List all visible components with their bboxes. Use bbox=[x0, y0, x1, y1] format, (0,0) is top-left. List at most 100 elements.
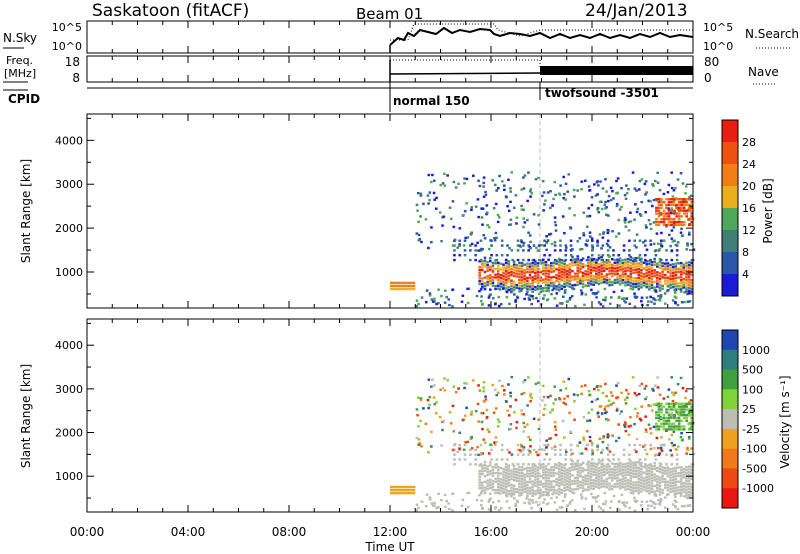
echo-cell bbox=[420, 445, 423, 448]
echo-cell bbox=[690, 419, 694, 423]
echo-cell bbox=[677, 206, 681, 210]
echo-cell bbox=[682, 286, 686, 289]
echo-cell bbox=[412, 281, 416, 285]
echo-cell bbox=[645, 263, 649, 266]
echo-cell bbox=[658, 263, 662, 267]
echo-cell bbox=[546, 239, 550, 242]
echo-cell bbox=[590, 196, 594, 199]
echo-cell bbox=[520, 409, 523, 412]
echo-cell bbox=[478, 260, 481, 263]
echo-cell bbox=[689, 399, 693, 402]
echo-cell bbox=[667, 215, 671, 218]
echo-cell bbox=[565, 270, 569, 273]
echo-cell bbox=[544, 479, 548, 482]
echo-cell bbox=[687, 206, 691, 210]
echo-cell bbox=[478, 389, 482, 392]
echo-cell bbox=[638, 239, 642, 242]
echo-cell bbox=[565, 488, 569, 491]
echo-cell bbox=[650, 485, 654, 488]
echo-cell bbox=[542, 281, 545, 284]
echo-cell bbox=[498, 174, 501, 178]
echo-cell bbox=[682, 470, 686, 473]
echo-cell bbox=[634, 257, 638, 260]
echo-cell bbox=[607, 199, 610, 203]
echo-cell bbox=[667, 183, 671, 187]
echo-cell bbox=[590, 237, 594, 240]
echo-cell bbox=[510, 279, 513, 282]
echo-cell bbox=[549, 488, 553, 492]
echo-cell bbox=[612, 401, 615, 405]
echo-cell bbox=[690, 198, 694, 201]
echo-cell bbox=[690, 290, 694, 293]
echo-cell bbox=[496, 391, 500, 395]
echo-cell bbox=[463, 254, 467, 257]
echo-cell bbox=[547, 471, 550, 474]
echo-cell bbox=[490, 244, 493, 247]
echo-cell bbox=[658, 272, 662, 275]
echo-cell bbox=[642, 284, 646, 287]
echo-cell bbox=[496, 281, 500, 285]
echo-cell bbox=[544, 278, 548, 281]
echo-cell bbox=[527, 258, 530, 262]
echo-cell bbox=[571, 264, 574, 267]
echo-cell bbox=[573, 487, 577, 491]
echo-cell bbox=[615, 204, 619, 208]
echo-cell bbox=[552, 197, 555, 201]
echo-cell bbox=[626, 257, 630, 261]
echo-cell bbox=[593, 292, 597, 296]
echo-cell bbox=[560, 468, 564, 472]
echo-cell bbox=[544, 490, 548, 494]
echo-cell bbox=[465, 406, 468, 410]
echo-cell bbox=[682, 416, 686, 420]
echo-cell bbox=[682, 283, 686, 286]
echo-cell bbox=[618, 464, 622, 467]
echo-cell bbox=[532, 448, 536, 452]
echo-cell bbox=[656, 271, 659, 274]
echo-cell bbox=[499, 466, 503, 470]
echo-cell bbox=[496, 474, 500, 477]
echo-cell bbox=[595, 496, 598, 499]
echo-cell bbox=[485, 417, 488, 420]
echo-cell bbox=[554, 428, 558, 431]
echo-cell bbox=[617, 436, 621, 440]
echo-cell bbox=[629, 468, 633, 472]
echo-cell bbox=[512, 260, 516, 263]
echo-cell bbox=[615, 439, 618, 443]
echo-cell bbox=[573, 465, 577, 468]
echo-cell bbox=[634, 464, 638, 467]
echo-cell bbox=[547, 485, 550, 488]
echo-cell bbox=[491, 278, 495, 282]
echo-cell bbox=[680, 223, 683, 227]
echo-cell bbox=[597, 472, 601, 476]
echo-cell bbox=[563, 469, 566, 473]
echo-cell bbox=[557, 274, 561, 278]
echo-cell bbox=[653, 490, 656, 493]
echo-cell bbox=[642, 278, 646, 282]
echo-cell bbox=[571, 255, 574, 259]
echo-cell bbox=[545, 241, 548, 245]
echo-cell bbox=[500, 244, 504, 247]
echo-cell bbox=[419, 397, 423, 400]
echo-cell bbox=[523, 283, 527, 286]
echo-cell bbox=[583, 507, 586, 511]
echo-cell bbox=[658, 482, 662, 485]
echo-cell bbox=[460, 504, 464, 508]
echo-cell bbox=[544, 465, 548, 468]
echo-cell bbox=[596, 193, 599, 196]
velocity-colorbar-label: Velocity [m s⁻¹] bbox=[778, 375, 792, 468]
echo-cell bbox=[564, 244, 568, 247]
echo-cell bbox=[440, 498, 443, 502]
echo-cell bbox=[627, 187, 630, 191]
echo-cell bbox=[621, 474, 625, 478]
echo-cell bbox=[609, 296, 613, 299]
echo-cell bbox=[685, 215, 689, 218]
echo-cell bbox=[565, 278, 569, 282]
echo-cell bbox=[483, 475, 487, 478]
echo-cell bbox=[680, 200, 683, 204]
echo-cell bbox=[620, 493, 624, 497]
echo-cell bbox=[451, 305, 454, 308]
echo-cell bbox=[649, 239, 652, 242]
echo-cell bbox=[665, 422, 668, 425]
echo-cell bbox=[622, 453, 626, 456]
echo-cell bbox=[597, 467, 601, 470]
